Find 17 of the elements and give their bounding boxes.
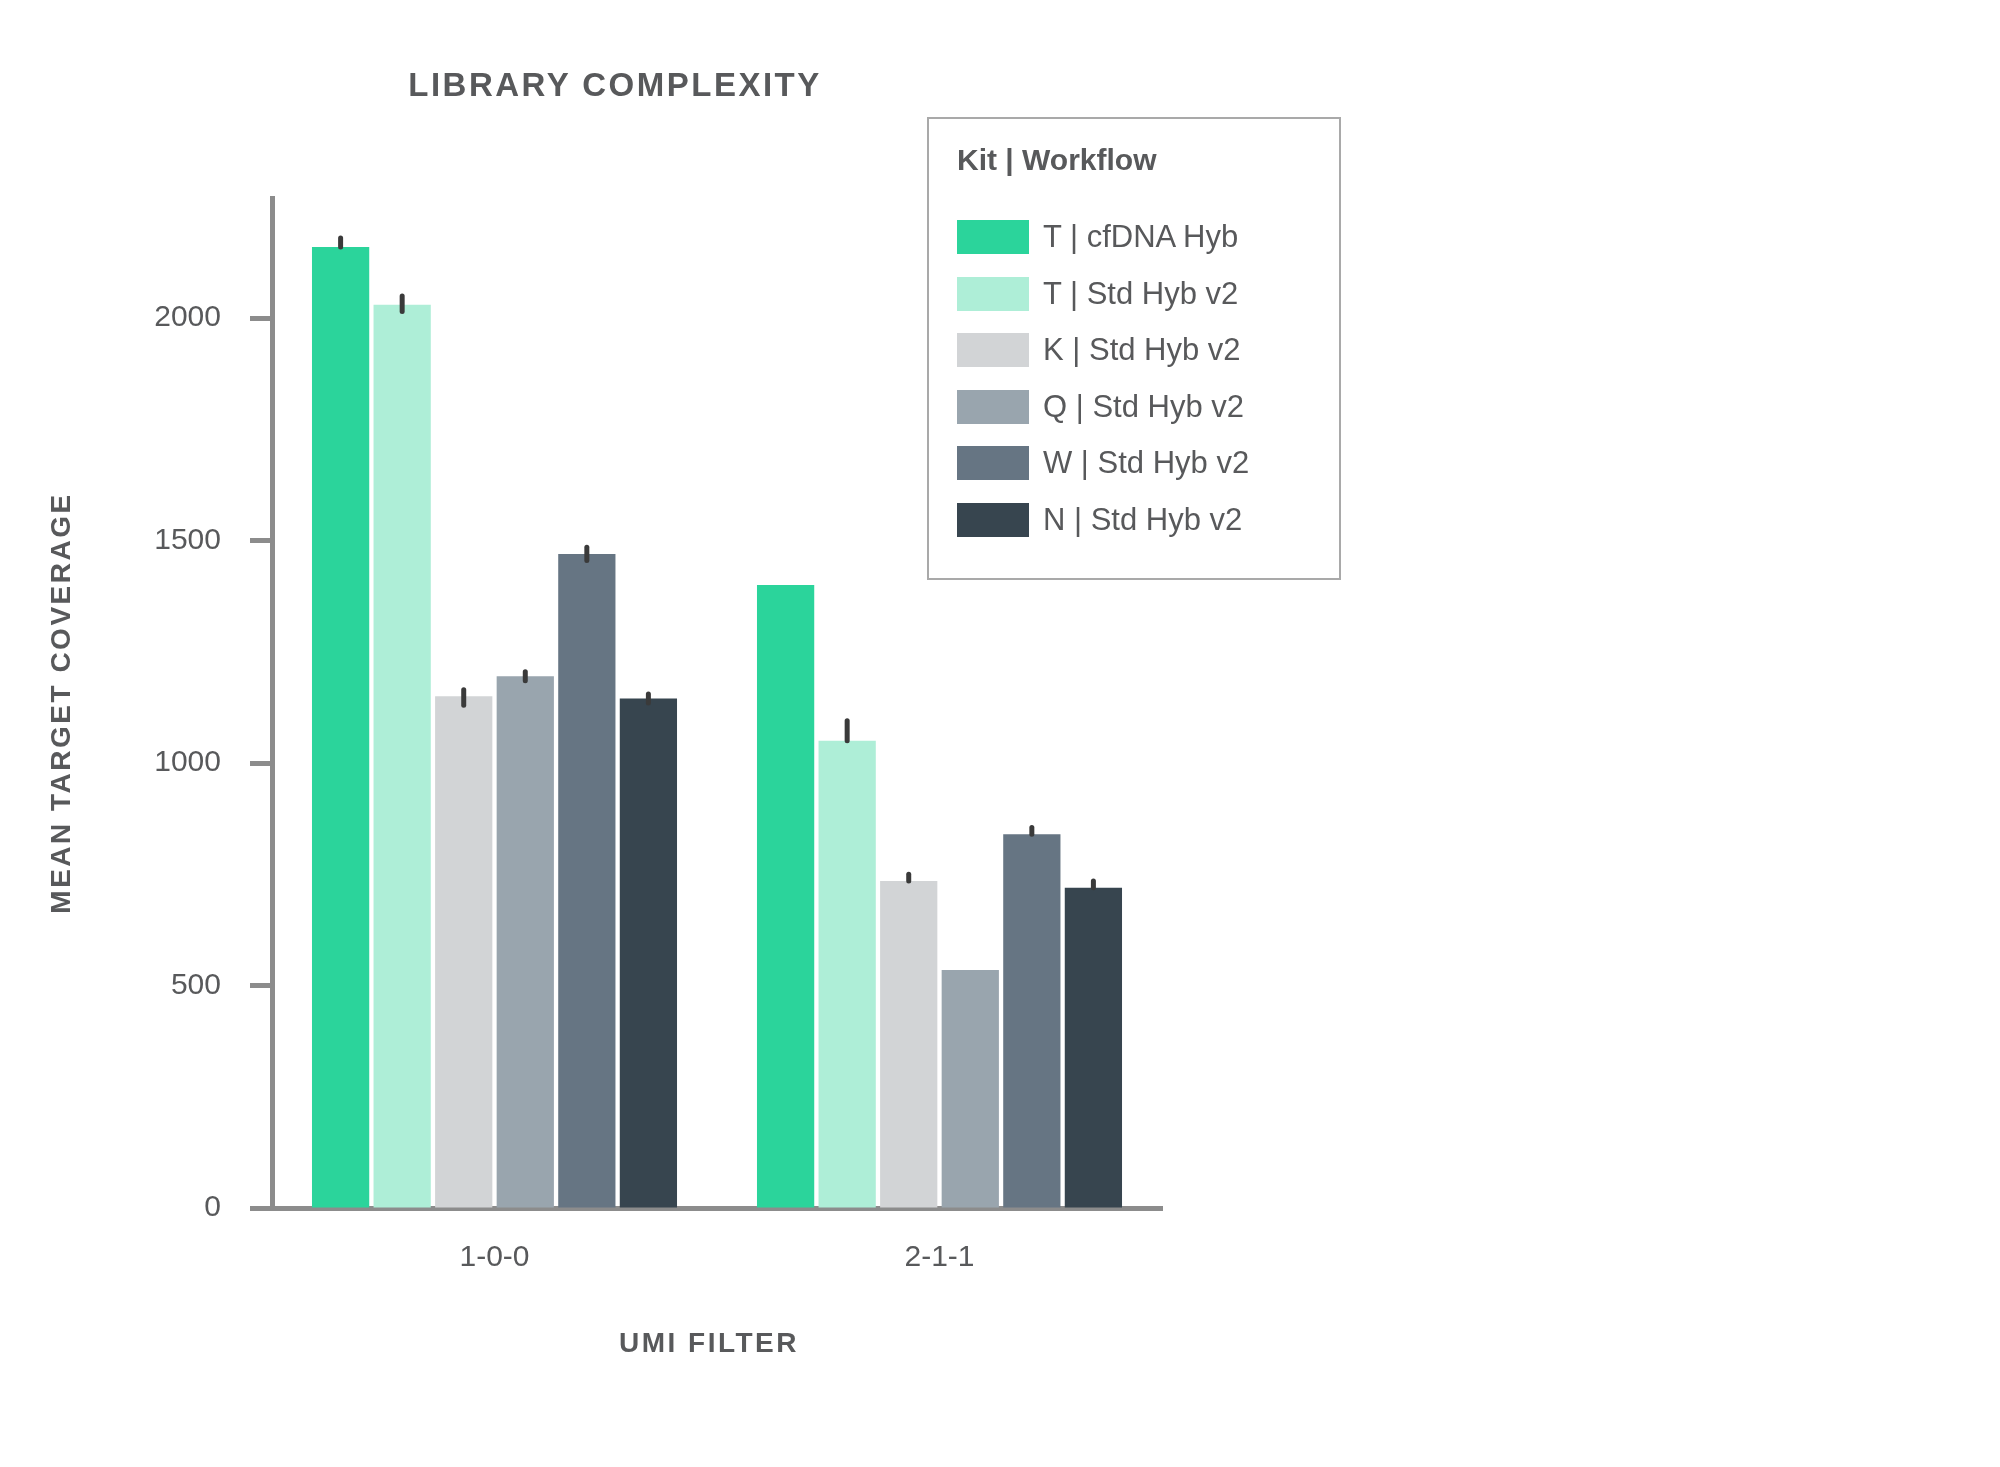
legend-label: T | cfDNA Hyb (1043, 219, 1239, 256)
y-tick-label: 1500 (154, 521, 221, 555)
y-tick-label: 2000 (154, 299, 221, 333)
legend-label: N | Std Hyb v2 (1043, 501, 1243, 538)
y-tick-label: 1000 (154, 744, 221, 778)
x-axis-title: UMI FILTER (618, 1327, 800, 1358)
legend-label: W | Std Hyb v2 (1043, 445, 1250, 482)
chart-title: LIBRARY COMPLEXITY (408, 65, 822, 103)
x-tick-label: 1-0-0 (459, 1239, 530, 1273)
y-axis-title: MEAN TARGET COVERAGE (45, 492, 76, 914)
y-tick-label: 500 (170, 966, 221, 1000)
legend-title: Kit | Workflow (957, 143, 1158, 176)
x-tick-label: 2-1-1 (904, 1239, 975, 1273)
legend-label: Q | Std Hyb v2 (1043, 388, 1245, 425)
legend-label: T | Std Hyb v2 (1043, 275, 1239, 312)
y-tick-label: 0 (204, 1189, 221, 1223)
legend-label: K | Std Hyb v2 (1043, 332, 1241, 369)
